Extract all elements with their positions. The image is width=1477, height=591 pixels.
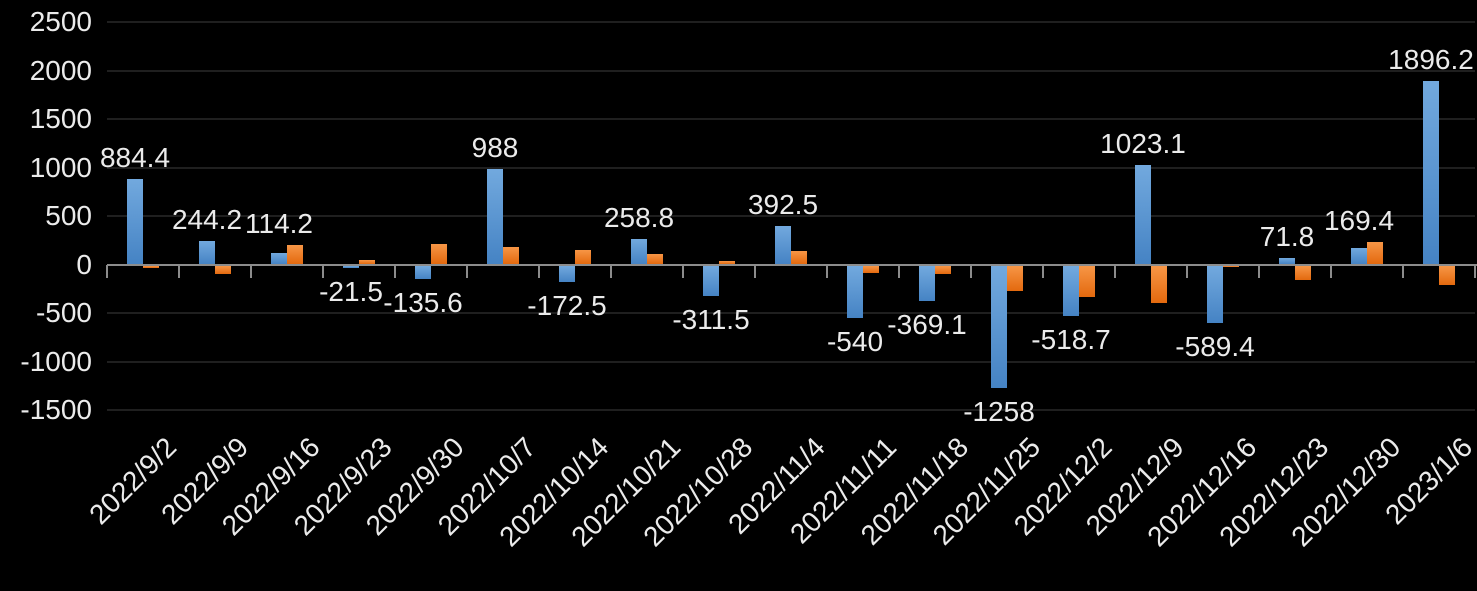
x-axis-line <box>107 263 1477 266</box>
bar-orange <box>143 265 159 268</box>
data-label: -21.5 <box>319 275 383 307</box>
data-label: 392.5 <box>747 189 819 221</box>
gridline <box>107 69 1475 72</box>
x-axis-tick <box>1186 264 1188 278</box>
bar-blue <box>127 178 143 265</box>
data-label: -540 <box>826 325 884 357</box>
bar-orange <box>791 250 807 265</box>
x-axis-tick <box>1042 264 1044 278</box>
x-axis-tick <box>250 264 252 278</box>
x-axis-tick <box>466 264 468 278</box>
gridline <box>107 166 1475 169</box>
bar-orange <box>1367 242 1383 265</box>
bar-blue <box>487 168 503 265</box>
x-axis-tick <box>1474 264 1476 278</box>
data-label: -135.6 <box>383 286 463 318</box>
y-axis-label: 1000 <box>29 151 92 183</box>
gridline <box>107 360 1475 363</box>
x-axis-tick <box>1114 264 1116 278</box>
bar-blue <box>1279 257 1295 265</box>
x-axis-tick <box>538 264 540 278</box>
bar-blue <box>775 226 791 265</box>
y-axis-label: -1500 <box>20 394 92 425</box>
data-label: 114.2 <box>245 207 313 239</box>
bar-blue <box>1351 248 1367 265</box>
data-label: -311.5 <box>672 303 750 335</box>
bar-orange <box>215 265 231 274</box>
y-axis-label: -500 <box>35 297 92 328</box>
gridline <box>107 409 1475 411</box>
data-label: 1023.1 <box>1100 128 1186 160</box>
bar-blue <box>559 265 575 283</box>
x-axis-tick <box>1330 264 1332 278</box>
bar-orange <box>935 265 951 274</box>
data-label: 884.4 <box>99 141 171 173</box>
bar-orange <box>647 254 663 265</box>
gridline <box>107 312 1475 314</box>
bar-blue <box>631 239 647 265</box>
data-label: 1896.2 <box>1388 43 1474 75</box>
data-label: -172.5 <box>527 290 607 322</box>
bar-blue <box>703 265 719 296</box>
bar-orange <box>575 250 591 265</box>
bar-orange <box>503 247 519 265</box>
data-label: 988 <box>471 131 519 163</box>
data-label: 169.4 <box>1323 205 1395 237</box>
bar-orange <box>863 265 879 274</box>
gridline <box>107 21 1475 23</box>
data-label: -1258 <box>963 395 1035 427</box>
bar-orange <box>359 260 375 265</box>
bar-orange <box>1151 265 1167 303</box>
bar-blue <box>343 265 359 268</box>
x-axis-tick <box>106 264 108 278</box>
data-label: 258.8 <box>603 202 675 234</box>
data-label: -589.4 <box>1175 330 1255 362</box>
y-axis-label: 2500 <box>29 6 92 37</box>
x-axis-tick <box>898 264 900 278</box>
y-axis-label: 500 <box>45 200 92 231</box>
bar-orange <box>287 244 303 265</box>
bar-orange <box>1295 265 1311 280</box>
y-axis-label: -1000 <box>20 345 92 377</box>
x-axis-tick <box>682 264 684 278</box>
bar-orange <box>1439 265 1455 286</box>
y-axis-label: 0 <box>76 248 92 280</box>
bar-blue <box>1207 265 1223 323</box>
x-axis-tick <box>322 264 324 278</box>
x-axis-tick <box>1258 264 1260 278</box>
x-axis-tick <box>970 264 972 278</box>
x-axis-tick <box>826 264 828 278</box>
bar-blue <box>1063 265 1079 316</box>
bar-orange <box>431 243 447 265</box>
bar-orange <box>1079 265 1095 297</box>
x-axis-tick <box>394 264 396 278</box>
x-axis-tick <box>754 264 756 278</box>
gridline <box>107 215 1475 217</box>
x-axis-tick <box>178 264 180 278</box>
bar-blue <box>199 240 215 265</box>
y-axis-label: 2000 <box>29 54 92 86</box>
bar-orange <box>1007 265 1023 291</box>
bar-blue <box>271 253 287 265</box>
data-label: 71.8 <box>1259 220 1315 252</box>
x-axis-tick <box>1402 264 1404 278</box>
bar-orange <box>1223 265 1239 267</box>
data-label: -369.1 <box>887 309 967 341</box>
bar-blue <box>1135 165 1151 265</box>
bar-blue <box>415 265 431 279</box>
bar-blue <box>991 265 1007 388</box>
bar-orange <box>719 261 735 265</box>
bar-blue <box>1423 80 1439 265</box>
data-label: 244.2 <box>171 203 243 235</box>
gridline <box>107 118 1475 120</box>
bar-blue <box>847 265 863 318</box>
bar-blue <box>919 265 935 302</box>
y-axis-label: 1500 <box>29 103 92 134</box>
x-axis-tick <box>610 264 612 278</box>
data-label: -518.7 <box>1031 323 1111 355</box>
